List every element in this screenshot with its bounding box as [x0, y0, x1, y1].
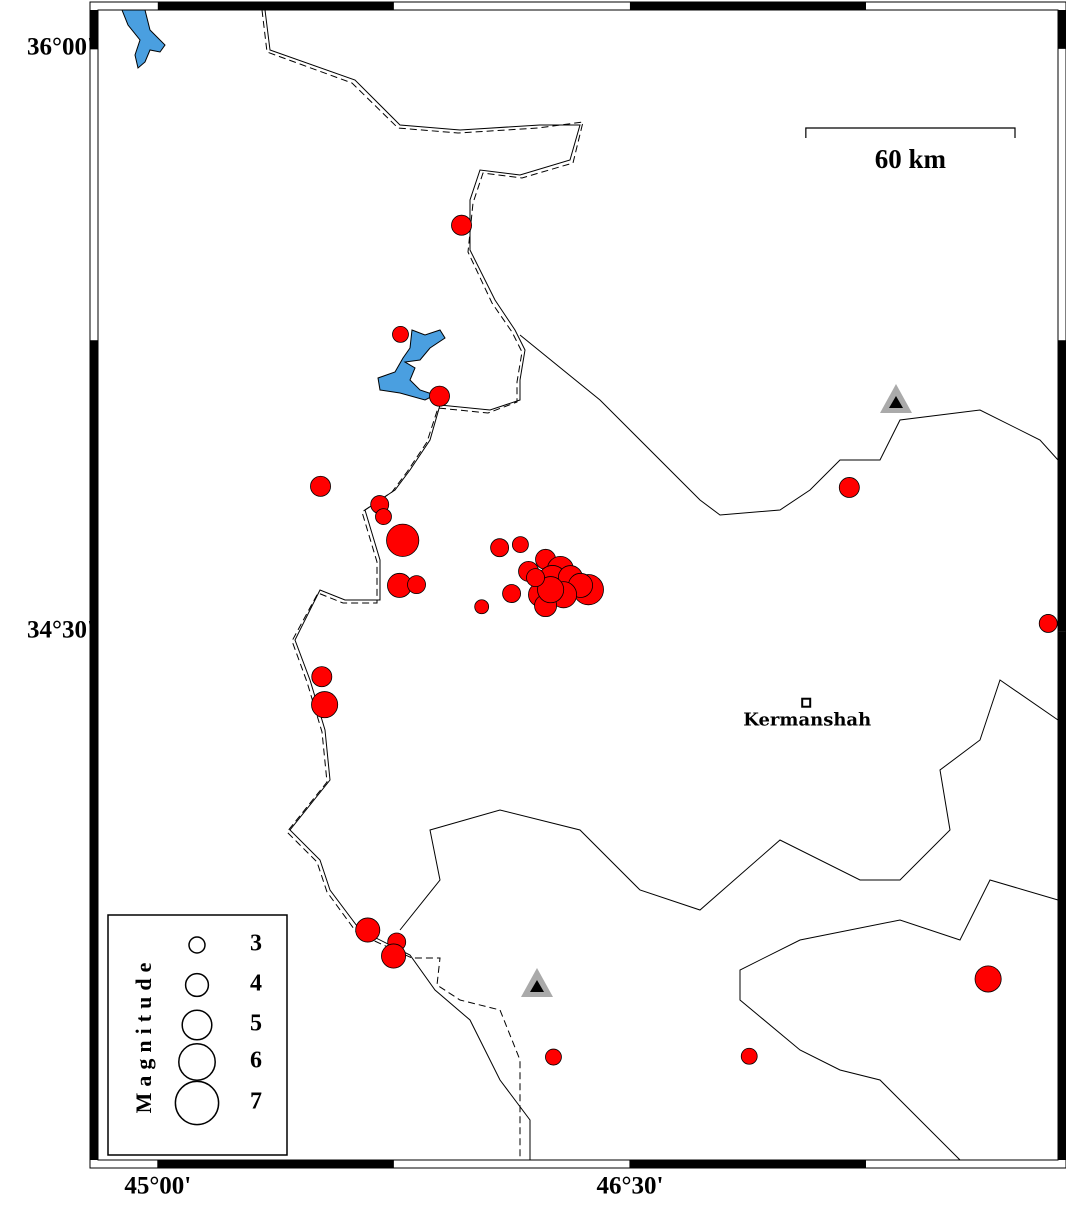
frame-bar [629, 1160, 866, 1168]
event [490, 538, 510, 558]
legend-label: 3 [250, 931, 262, 957]
event [311, 666, 333, 688]
event [512, 536, 529, 553]
events [310, 214, 1058, 1066]
event [1038, 614, 1058, 633]
frame-bar [90, 923, 98, 1160]
legend-label: 5 [250, 1011, 262, 1037]
frame-bar [157, 1160, 394, 1168]
y-tick-label: 34°30' [27, 616, 94, 643]
legend-symbol [184, 972, 210, 998]
frame-bar [629, 2, 866, 10]
scale-label: 60 km [875, 144, 947, 174]
scale-bar [805, 127, 1016, 138]
event [429, 385, 450, 407]
event [537, 576, 565, 604]
province-border [264, 9, 581, 1160]
province-border [399, 679, 1059, 931]
event [974, 965, 1002, 993]
frame-bar [1058, 10, 1066, 49]
event [386, 523, 420, 557]
event [474, 599, 490, 615]
province-border [739, 879, 1059, 1161]
legend-symbol [181, 1009, 213, 1041]
city-label: Kermanshah [743, 710, 871, 731]
legend-symbol [188, 936, 206, 954]
event [502, 584, 522, 603]
event [545, 1048, 562, 1066]
x-tick-label: 45°00' [124, 1173, 191, 1200]
legend-symbol [174, 1080, 220, 1126]
province-border [519, 334, 1059, 516]
frame-bar [1058, 340, 1066, 632]
legend-symbol [178, 1043, 216, 1081]
event [310, 475, 331, 497]
y-tick-label: 36°00' [27, 34, 94, 61]
frame-bar [1058, 631, 1066, 924]
frame-bar [157, 2, 394, 10]
volcano [530, 980, 544, 992]
x-tick-label: 46°30' [596, 1173, 663, 1200]
event [381, 943, 407, 969]
frame-bar [90, 340, 98, 632]
event [451, 214, 472, 236]
frame [89, 1, 1066, 1169]
event [526, 568, 545, 588]
legend: 3 4 5 6 7 [174, 931, 262, 1126]
event [740, 1047, 758, 1065]
lake [121, 9, 166, 69]
legend-label: 4 [250, 971, 262, 997]
legend-title: Magnitude [131, 957, 156, 1114]
legend-box [107, 914, 288, 1156]
volcano [889, 396, 903, 408]
event [838, 477, 860, 498]
event [311, 691, 339, 719]
event [392, 326, 409, 343]
frame-bar [90, 10, 98, 49]
legend-label: 7 [250, 1089, 262, 1115]
frame-bar [1058, 923, 1066, 1160]
city-marker [801, 697, 812, 708]
event [407, 575, 426, 595]
map-area [97, 9, 1059, 1161]
lake [377, 329, 446, 401]
frame [89, 1, 1066, 1169]
legend-label: 6 [250, 1048, 262, 1074]
frame-bar [90, 631, 98, 924]
event [375, 508, 392, 526]
event [355, 917, 381, 943]
